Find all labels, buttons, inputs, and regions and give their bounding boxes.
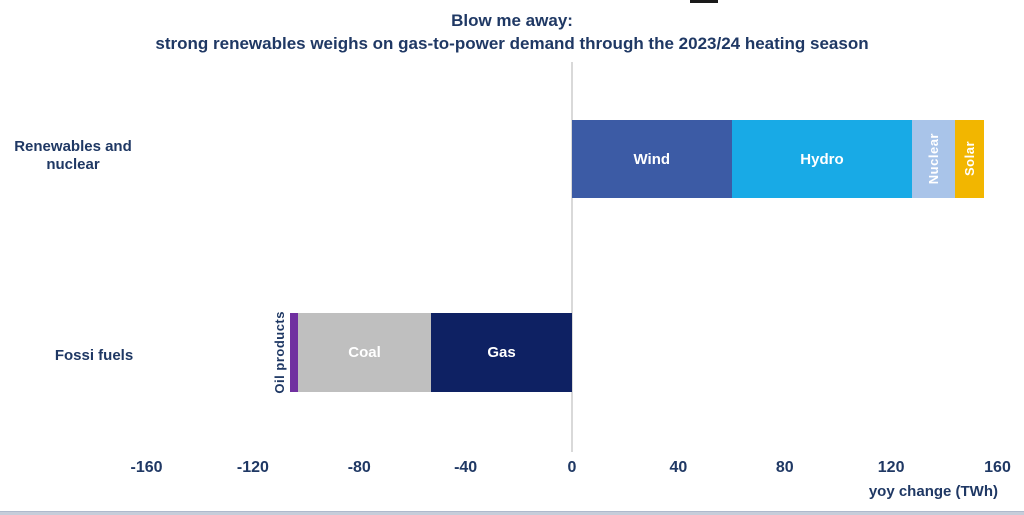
bar-segment-label-gas: Gas bbox=[487, 344, 516, 361]
bar-segment-oil-products bbox=[290, 313, 299, 392]
x-tick-label--80: -80 bbox=[347, 459, 371, 476]
category-label-fossi-fuels: Fossi fuels bbox=[29, 347, 159, 365]
bar-segment-gas: Gas bbox=[431, 313, 572, 392]
bar-segment-label-hydro: Hydro bbox=[800, 150, 844, 168]
bar-segment-hydro: Hydro bbox=[731, 120, 913, 198]
bottom-border bbox=[0, 511, 1024, 515]
chart-title-line2: strong renewables weighs on gas-to-power… bbox=[155, 34, 869, 53]
bar-segment-label-nuclear: Nuclear bbox=[926, 133, 942, 185]
bar-row-fossi-fuels: Oil products Coal Gas bbox=[0, 311, 1024, 394]
x-tick-label-160: 160 bbox=[984, 459, 1011, 476]
bar-segment-nuclear: Nuclear bbox=[912, 120, 955, 198]
bar-segment-label-solar: Solar bbox=[962, 141, 978, 177]
x-tick-label--40: -40 bbox=[454, 459, 478, 476]
bar-segment-solar: Solar bbox=[954, 120, 985, 198]
category-label-renewables-and-nuclear: Renewables and nuclear bbox=[8, 138, 138, 174]
category-label-line: Fossi fuels bbox=[54, 347, 134, 364]
bar-row-renewables-and-nuclear: Wind Hydro Nuclear Solar bbox=[0, 120, 1024, 198]
bar-segment-outside-label-oil-products: Oil products bbox=[270, 311, 288, 394]
bar-segment-label-coal: Coal bbox=[348, 344, 381, 361]
x-tick-label-80: 80 bbox=[775, 459, 794, 476]
x-tick-label-40: 40 bbox=[669, 459, 688, 476]
bar-segment-label-wind: Wind bbox=[633, 150, 671, 168]
x-tick-label-120: 120 bbox=[877, 459, 905, 476]
bar-segment-label-oil-products: Oil products bbox=[271, 311, 287, 394]
x-tick-label-0: 0 bbox=[567, 459, 577, 476]
chart-title: Blow me away: strong renewables weighs o… bbox=[0, 9, 1024, 55]
x-axis-title: yoy change (TWh) bbox=[868, 483, 998, 500]
category-label-line: Renewables and bbox=[14, 138, 132, 155]
screenshot-edge-artifact bbox=[690, 0, 718, 3]
category-label-line: nuclear bbox=[46, 156, 100, 173]
x-tick-label--160: -160 bbox=[130, 459, 163, 476]
x-tick-label--120: -120 bbox=[236, 459, 269, 476]
bar-segment-wind: Wind bbox=[572, 120, 732, 198]
zero-axis-line bbox=[571, 62, 573, 452]
chart-title-line1: Blow me away: bbox=[451, 11, 573, 30]
bar-segment-coal: Coal bbox=[298, 313, 432, 392]
